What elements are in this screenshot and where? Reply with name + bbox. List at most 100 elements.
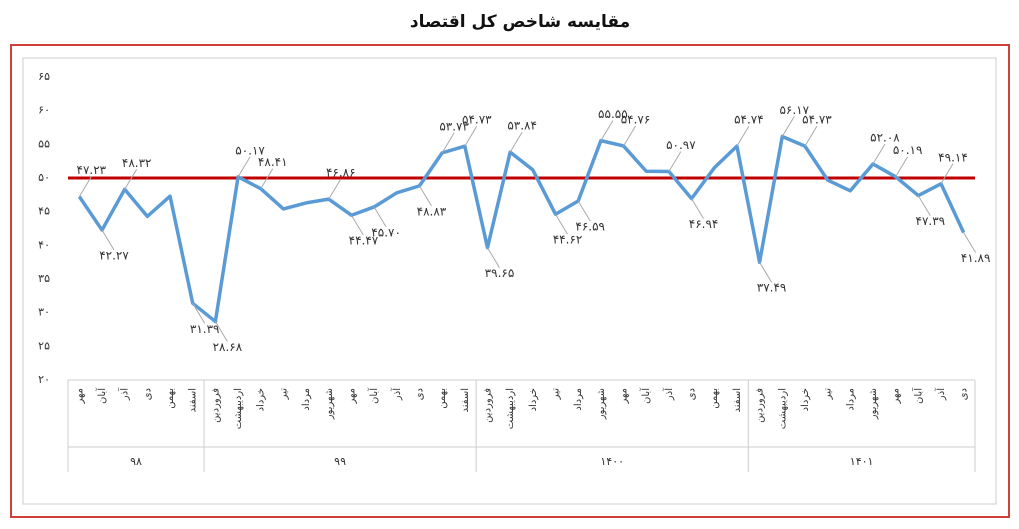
x-tick-label: اسفند [460,388,471,412]
y-tick-label: ۳۵ [38,272,50,285]
x-tick-label: تیر [823,388,834,401]
line [77,134,966,324]
x-tick-label: مهر [619,388,630,404]
group-label: ۱۴۰۰ [600,455,624,468]
x-tick-label: تیر [551,388,562,401]
x-tick-label: شهریور [596,388,607,420]
leader-line [917,195,931,216]
y-tick-label: ۲۵ [38,339,50,352]
leader-line [623,125,636,147]
leader-line [192,303,206,324]
data-label: ۵۵.۵۵ [598,107,628,121]
x-tick-label: دی [142,388,153,400]
y-tick-label: ۲۰ [38,373,50,386]
data-label: ۵۴.۷۴ [734,113,764,127]
leader-line [101,229,115,251]
x-tick-label: بهمن [165,388,176,409]
x-tick-label: شهریور [324,388,335,420]
x-tick-label: مرداد [573,388,584,411]
leader-line [600,120,614,141]
x-tick-label: بهمن [709,388,720,409]
data-label: ۴۱.۸۹ [961,251,991,265]
x-tick-label: مرداد [845,388,856,411]
leader-line [373,206,387,228]
x-tick-label: دی [959,388,970,400]
data-label: ۴۷.۳۹ [916,214,946,228]
y-tick-label: ۵۵ [38,137,50,150]
leader-line [509,131,523,153]
data-label: ۲۸.۶۸ [213,340,243,354]
data-label: ۴۴.۶۲ [553,233,583,247]
leader-line [237,156,251,178]
leader-line [214,321,228,342]
leader-line [464,125,478,147]
x-tick-label: آذر [934,387,947,401]
leader-line [260,168,274,189]
data-label: ۵۴.۷۶ [621,112,651,126]
x-tick-label: آذر [390,387,403,401]
x-tick-label: تیر [278,388,289,401]
leader-line [872,143,886,165]
x-tick-label: مهر [891,388,902,404]
x-tick-label: خرداد [256,388,267,411]
x-tick-label: فروردین [755,388,766,423]
x-tick-label: دی [414,388,425,400]
data-label: ۵۳.۷۳ [439,119,469,133]
data-label: ۳۱.۳۹ [190,322,220,336]
leader-line [804,125,818,147]
outer-frame [10,44,1010,518]
leader-line [781,116,795,137]
data-label: ۴۸.۸۳ [417,204,447,218]
data-label: ۵۳.۸۴ [507,119,537,133]
leader-line [963,232,977,253]
data-label: ۴۷.۲۳ [77,163,107,177]
data-label: ۵۰.۱۹ [893,143,923,157]
leader-line [487,247,500,268]
group-label: ۹۹ [334,455,346,468]
x-tick-label: بهمن [437,388,448,409]
group-label: ۹۸ [130,455,142,468]
x-tick-label: اسفند [188,388,199,412]
x-tick-label: مهر [346,388,357,404]
leader-line [895,156,909,177]
x-tick-label: آذر [662,387,675,401]
leader-line [328,178,342,200]
x-tick-label: آذر [118,387,131,401]
x-tick-label: آبان [95,387,108,404]
x-tick-label: شهریور [868,388,879,420]
x-tick-label: اردیبهشت [233,388,244,429]
data-label: ۴۴.۴۷ [349,234,379,248]
data-label: ۵۴.۷۳ [462,113,492,127]
x-tick-label: آبان [367,387,380,404]
data-label: ۵۰.۹۷ [666,138,696,152]
data-label: ۵۰.۱۷ [235,143,265,157]
leader-line [78,176,92,197]
y-tick-label: ۶۵ [38,70,50,83]
leader-line [759,261,773,283]
x-tick-label: خرداد [800,388,811,411]
group-label: ۱۴۰۱ [850,455,874,468]
data-label: ۴۸.۴۱ [258,155,288,169]
leader-line [351,214,364,236]
data-label: ۵۶.۱۷ [779,103,809,117]
x-tick-label: فروردین [210,388,221,423]
y-tick-label: ۵۰ [38,171,50,184]
y-tick-label: ۴۵ [38,205,50,218]
data-label: ۴۶.۵۹ [575,219,605,233]
x-tick-label: اسفند [732,388,743,412]
x-tick-label: اردیبهشت [505,388,516,429]
leader-line [555,213,568,235]
x-tick-label: دی [687,388,698,400]
data-label: ۴۶.۹۴ [689,217,719,231]
data-label: ۴۶.۸۶ [326,166,356,180]
y-tick-label: ۶۰ [38,104,50,117]
data-label: ۳۹.۶۵ [485,266,515,280]
leader-line [940,163,954,185]
leader-line [577,200,591,222]
leader-line [419,185,432,207]
x-tick-label: مرداد [301,388,312,411]
leader-line [668,151,682,172]
leader-line [736,125,750,147]
